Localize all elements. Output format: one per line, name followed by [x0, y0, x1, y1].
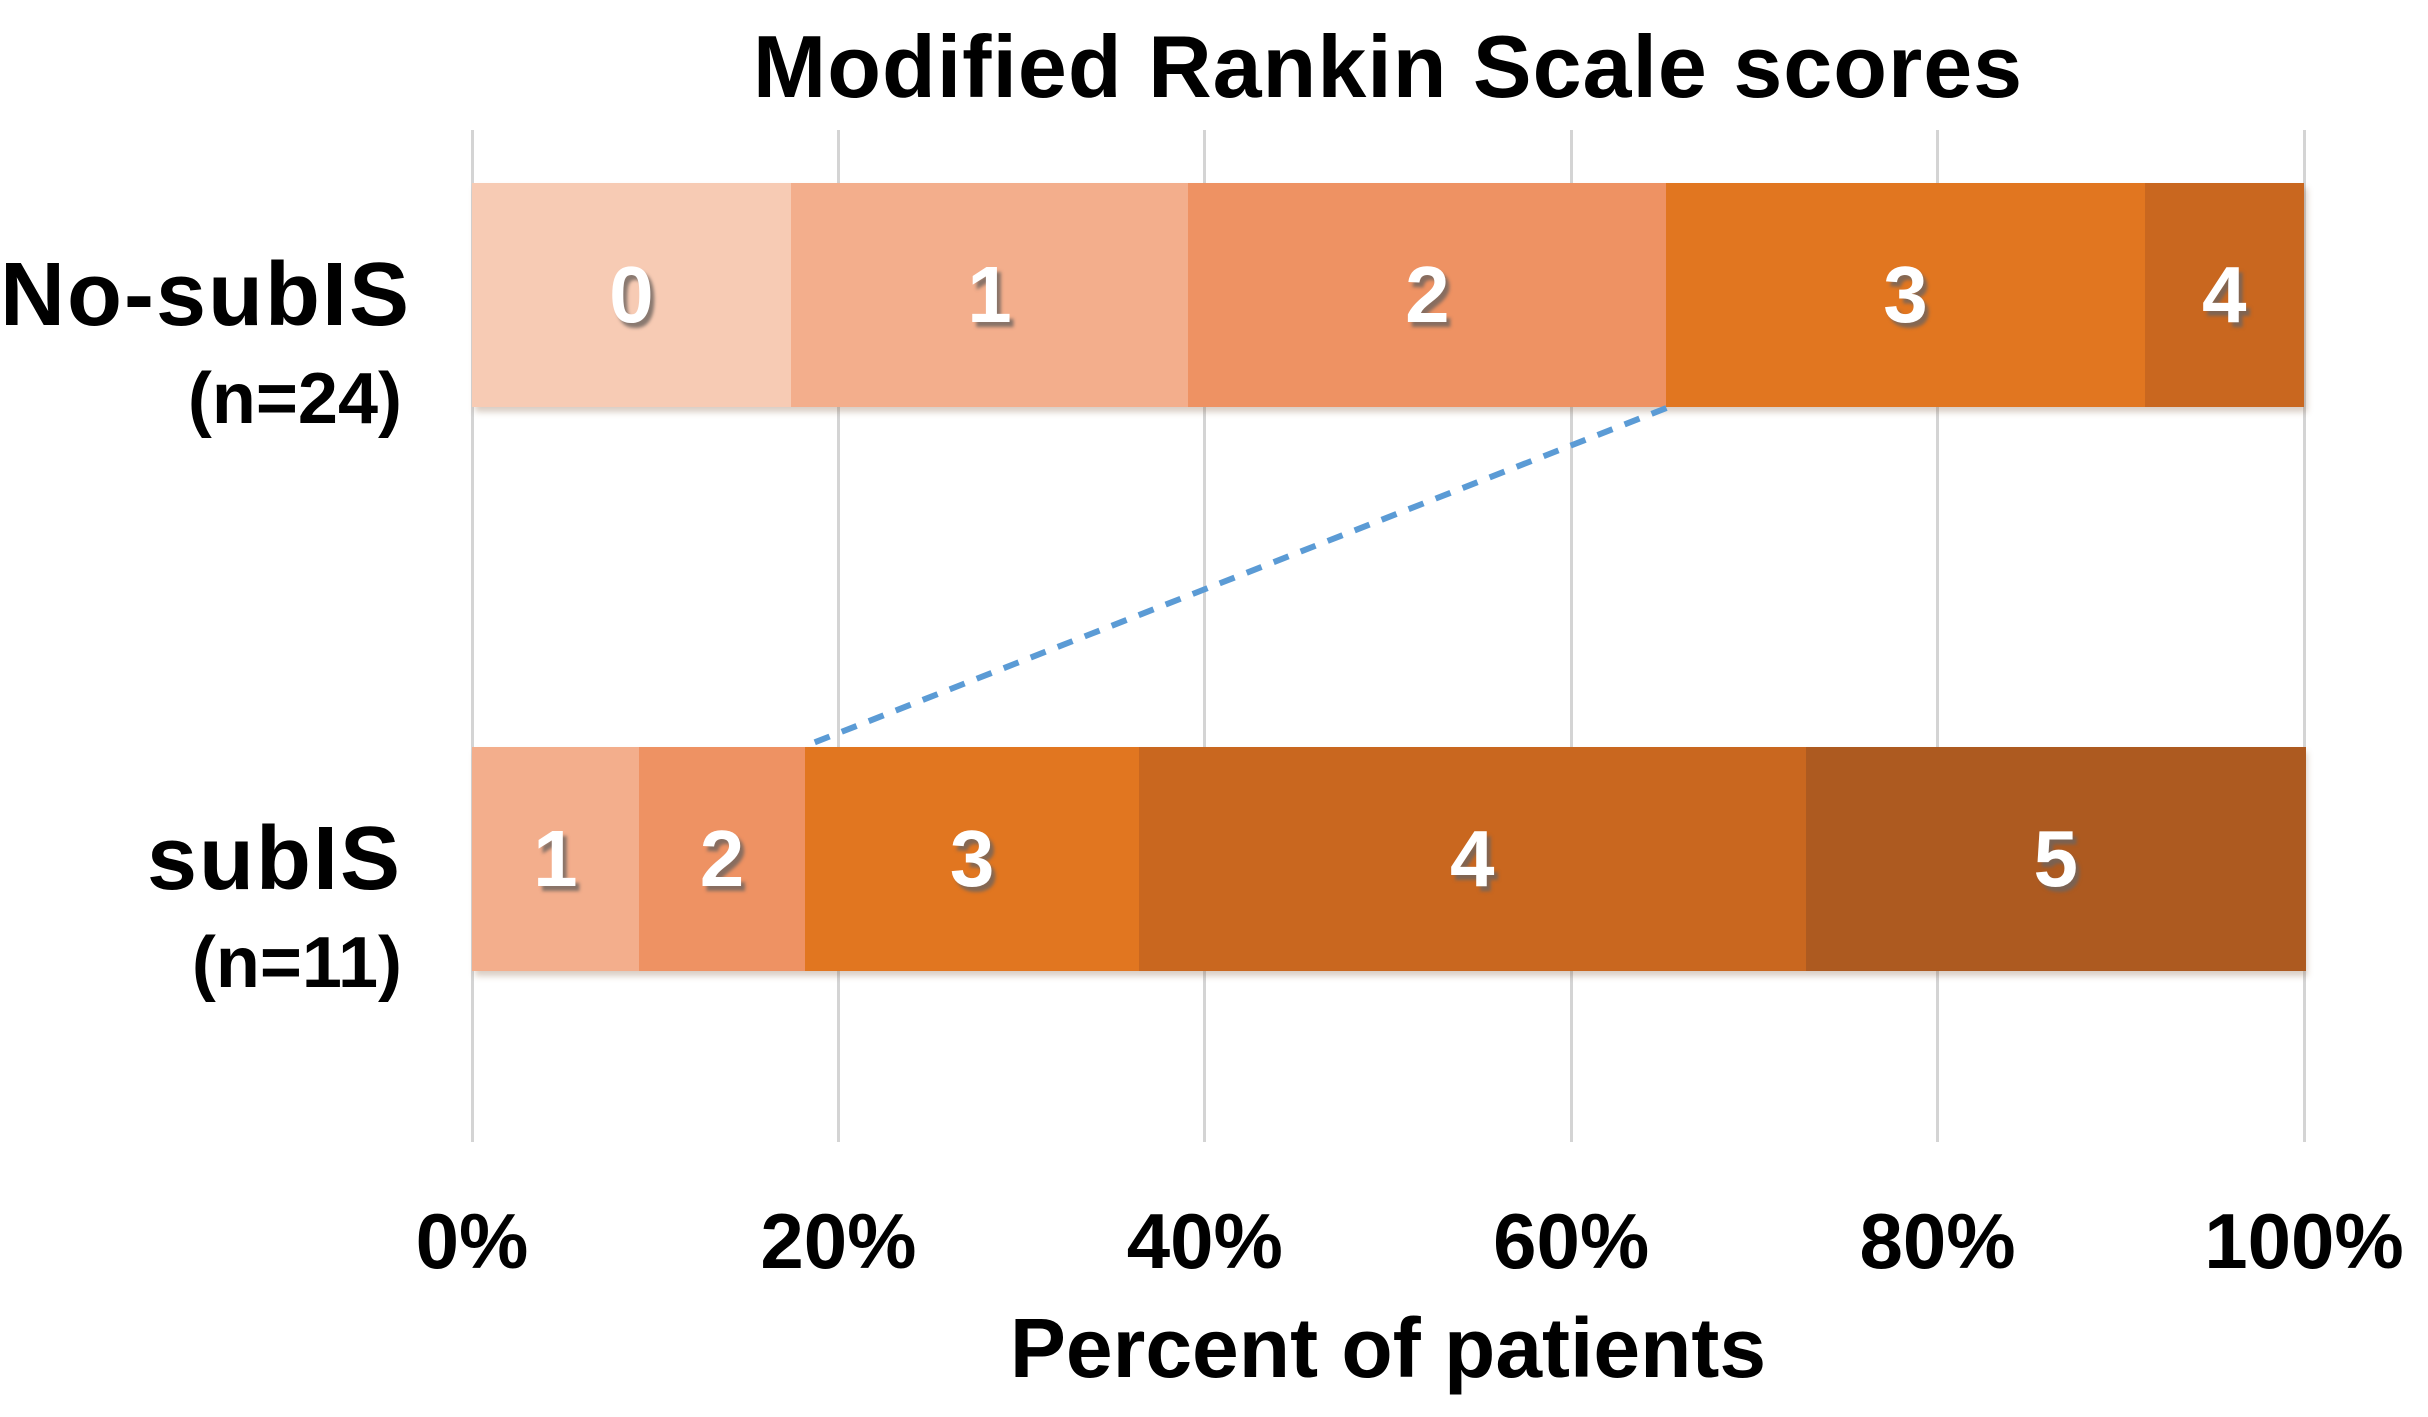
gridline-100%	[2302, 130, 2306, 1142]
dashed-connector-line	[804, 405, 1668, 749]
segment-score-label: 4	[2202, 250, 2247, 339]
bar-segment-mrs-2: 2	[638, 747, 806, 971]
segment-score-label: 4	[1450, 814, 1495, 903]
bar-segment-mrs-4: 4	[1138, 747, 1806, 971]
gridline-80%	[1936, 130, 1940, 1142]
segment-score-label: 2	[1405, 250, 1450, 339]
bar-segment-mrs-1: 1	[472, 747, 639, 971]
group-name: No-subIS	[0, 245, 411, 345]
segment-score-label: 5	[2033, 814, 2079, 903]
x-tick-label-0%: 0%	[415, 1197, 529, 1285]
x-tick-label-60%: 60%	[1493, 1197, 1650, 1285]
bar-segment-mrs-1: 1	[790, 183, 1189, 407]
bar-segment-mrs-3: 3	[1666, 183, 2145, 407]
stacked-bar-subIS: 1 2 3 4 5	[472, 747, 2306, 971]
group-name: subIS	[146, 809, 402, 909]
chart-title: Modified Rankin Scale scores	[752, 17, 2024, 116]
group-n-count: (n=24)	[187, 359, 402, 439]
segment-score-label: 3	[1883, 250, 1928, 339]
x-tick-label-80%: 80%	[1859, 1197, 2016, 1285]
x-tick-label-100%: 100%	[2204, 1197, 2404, 1285]
segment-score-label: 1	[967, 250, 1012, 339]
x-axis-title: Percent of patients	[1009, 1301, 1767, 1395]
bar-segment-mrs-5: 5	[1805, 747, 2306, 971]
stacked-bar-No-subIS: 0 1 2 3 4	[472, 183, 2304, 407]
row-label-subIS: subIS (n=11)	[0, 804, 402, 1012]
bar-segment-mrs-4: 4	[2144, 183, 2304, 407]
bar-segment-mrs-2: 2	[1188, 183, 1667, 407]
bar-segment-mrs-3: 3	[805, 747, 1139, 971]
segment-score-label: 1	[533, 814, 578, 903]
x-tick-label-40%: 40%	[1126, 1197, 1283, 1285]
gridline-0%	[470, 130, 474, 1142]
group-n-count: (n=11)	[191, 923, 402, 1003]
row-label-No-subIS: No-subIS (n=24)	[0, 240, 411, 448]
segment-score-label: 2	[699, 814, 745, 903]
segment-score-label: 3	[949, 814, 995, 903]
bar-segment-mrs-0: 0	[472, 183, 791, 407]
segment-score-label: 0	[609, 250, 654, 339]
x-tick-label-20%: 20%	[760, 1197, 917, 1285]
